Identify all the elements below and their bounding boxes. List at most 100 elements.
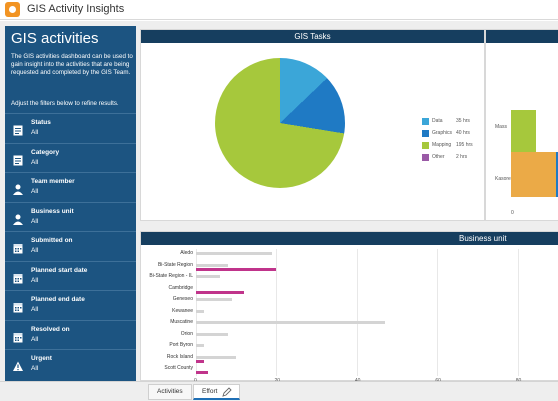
legend-label: Graphics	[432, 130, 453, 136]
business-unit-bar[interactable]	[196, 275, 221, 278]
filter-value: All	[31, 188, 39, 195]
filter-list: Status All Category All Team member All Busine…	[5, 113, 136, 379]
business-unit-bar[interactable]	[196, 359, 205, 363]
filter-resolved-on[interactable]: Resolved on All	[5, 319, 136, 350]
business-unit-bar[interactable]	[196, 321, 386, 324]
legend-item[interactable]: Graphics 40 hrs	[422, 128, 482, 140]
filter-label: Resolved on	[31, 325, 70, 333]
legend-swatch	[422, 118, 429, 125]
filter-label: Submitted on	[31, 237, 73, 244]
tab-activities[interactable]: Activities	[148, 384, 192, 400]
filter-business-unit[interactable]: Business unit All	[5, 201, 136, 232]
gis-tasks-title: GIS Tasks	[141, 30, 484, 43]
business-unit-bar[interactable]	[196, 344, 205, 347]
filter-category[interactable]: Category All	[5, 142, 136, 173]
tasks-pie-chart[interactable]	[215, 58, 345, 188]
member-bar[interactable]	[556, 152, 558, 197]
gis-tasks-panel: GIS Tasks Data 35 hrs Graphics 40 hrs Mappin…	[140, 29, 485, 221]
legend-swatch	[422, 154, 429, 161]
filter-planned-end-date[interactable]: Planned end date All	[5, 290, 136, 320]
legend-label: Data	[432, 118, 443, 124]
business-unit-bar[interactable]	[196, 267, 277, 271]
business-unit-label: Bi-State Region	[157, 261, 193, 268]
pencil-icon[interactable]	[222, 387, 232, 397]
sidebar-title: GIS activities	[11, 30, 99, 47]
bar-category-label: Mass	[495, 124, 507, 130]
business-unit-bar[interactable]	[196, 298, 233, 301]
filter-status[interactable]: Status All	[5, 113, 136, 143]
calendar-icon	[13, 271, 23, 283]
business-unit-bar[interactable]	[196, 371, 209, 374]
filter-value: All	[31, 217, 39, 225]
bar-category-label: Kasore	[495, 176, 511, 182]
axis-tick-label: 0	[511, 210, 514, 216]
filter-label: Planned end date	[31, 296, 85, 303]
document-icon	[13, 153, 23, 165]
person-icon	[13, 182, 23, 195]
member-bar[interactable]	[511, 110, 536, 155]
filter-value: All	[31, 129, 39, 136]
legend-value: 195 hrs	[456, 142, 473, 148]
tab-effort-label: Effort	[202, 388, 218, 395]
gridline	[276, 249, 278, 376]
warning-icon	[13, 359, 23, 371]
tab-bar: Activities Effort	[0, 381, 558, 401]
business-unit-bar[interactable]	[196, 355, 237, 359]
business-unit-label: Rock Island	[166, 353, 193, 360]
legend-item[interactable]: Mapping 195 hrs	[422, 140, 482, 152]
business-unit-bar[interactable]	[196, 252, 273, 255]
calendar-icon	[13, 300, 23, 313]
filter-label: Team member	[31, 178, 75, 185]
sidebar-description: The GIS activities dashboard can be used…	[11, 53, 133, 76]
business-unit-label: Bi-State Region - IL	[149, 273, 193, 279]
tasks-legend: Data 35 hrs Graphics 40 hrs Mapping 195 hrs Ot…	[422, 116, 482, 164]
person-icon	[13, 212, 23, 225]
legend-label: Mapping	[432, 142, 452, 148]
business-unit-panel: Business unit 020406080AledoBi-State Reg…	[140, 231, 558, 384]
team-member-panel: Mass Kasore 0	[485, 29, 558, 221]
business-unit-label: Aledo	[180, 250, 193, 256]
filter-label: Planned start date	[31, 266, 88, 274]
gridline	[517, 249, 519, 376]
business-unit-label: Cambridge	[168, 284, 193, 291]
legend-item[interactable]: Data 35 hrs	[422, 116, 482, 128]
business-unit-label: Orion	[180, 330, 193, 337]
title-bar: GIS Activity Insights	[0, 0, 558, 20]
calendar-icon	[13, 241, 23, 254]
legend-swatch	[422, 130, 429, 137]
filter-label: Urgent	[31, 355, 52, 362]
calendar-icon	[13, 330, 23, 342]
gridline	[437, 249, 439, 376]
filter-value: All	[31, 335, 39, 343]
dashboard: GIS activities The GIS activities dashbo…	[0, 21, 558, 401]
app-logo-icon	[5, 2, 20, 17]
filter-planned-start-date[interactable]: Planned start date All	[5, 260, 136, 291]
legend-swatch	[422, 142, 429, 149]
gridline	[356, 249, 358, 376]
filter-value: All	[31, 247, 39, 254]
business-unit-bar[interactable]	[196, 290, 245, 294]
filter-value: All	[31, 158, 39, 166]
legend-value: 35 hrs	[456, 118, 470, 124]
member-bar[interactable]	[511, 152, 556, 197]
filter-value: All	[31, 306, 39, 313]
business-unit-label: Port Byron	[169, 342, 193, 348]
sidebar: GIS activities The GIS activities dashbo…	[5, 26, 136, 382]
business-unit-label: Scott County	[164, 365, 193, 371]
business-unit-bar[interactable]	[196, 263, 229, 267]
app-title: GIS Activity Insights	[27, 3, 125, 15]
filter-urgent[interactable]: Urgent All	[5, 349, 136, 379]
filter-submitted-on[interactable]: Submitted on All	[5, 231, 136, 261]
team-member-panel-header	[486, 30, 558, 43]
legend-item[interactable]: Other 2 hrs	[422, 152, 482, 164]
legend-label: Other	[432, 154, 445, 160]
tab-effort[interactable]: Effort	[193, 384, 240, 400]
business-unit-bar[interactable]	[196, 309, 205, 313]
filter-team-member[interactable]: Team member All	[5, 172, 136, 202]
filter-label: Category	[31, 148, 60, 156]
filter-label: Business unit	[31, 207, 74, 215]
filter-label: Status	[31, 119, 51, 126]
document-icon	[13, 123, 23, 136]
business-unit-label: Kewanee	[172, 307, 193, 314]
business-unit-bar[interactable]	[196, 332, 229, 336]
